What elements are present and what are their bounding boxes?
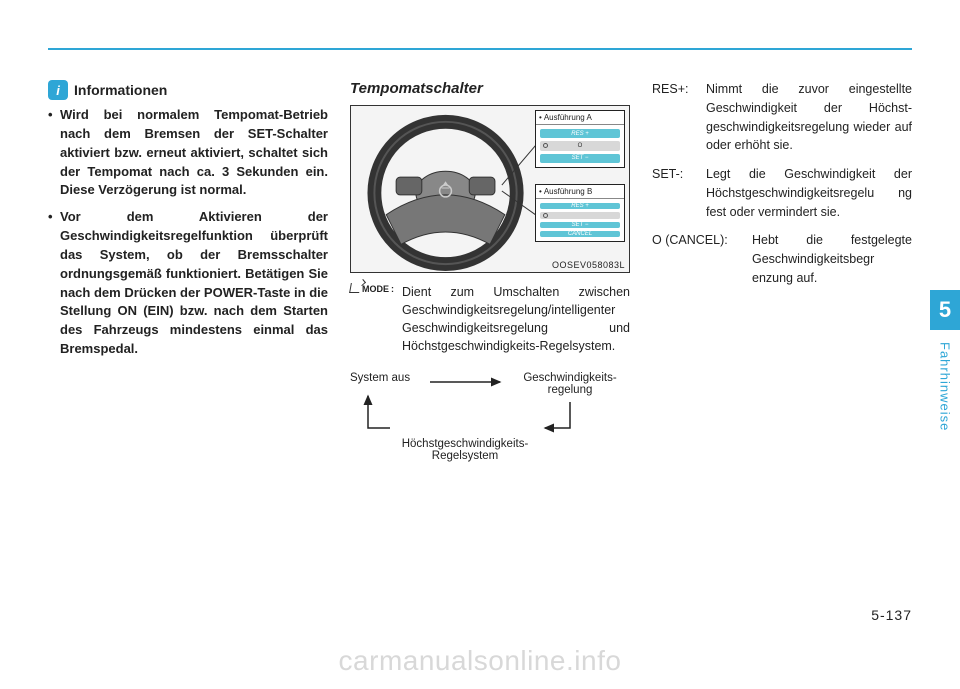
steering-wheel-figure: • Ausführung A RES + O SET − • Ausführun… (350, 105, 630, 273)
chapter-number: 5 (930, 290, 960, 330)
info-title: Informationen (74, 82, 167, 98)
callout-a: • Ausführung A RES + O SET − (535, 110, 625, 168)
set-minus-button: SET − (540, 154, 620, 163)
def-body: Nimmt die zuvor eingestellte Geschwindig… (706, 80, 912, 155)
mid-button: O (540, 141, 620, 150)
mode-label: MODE (362, 283, 389, 296)
page-number: 5-137 (871, 607, 912, 623)
def-term: O (CANCEL): (652, 231, 752, 287)
section-name: Fahrhinweise (938, 342, 953, 431)
mode-text: Dient zum Umschalten zwischen Geschwindi… (402, 283, 630, 356)
bullet-marker: • (48, 208, 60, 359)
column-3: RES+: Nimmt die zuvor eingestellte Gesch… (652, 32, 912, 470)
cancel-button: CANCEL (540, 231, 620, 237)
info-bullet-text: Vor dem Aktivieren der Geschwindigkeitsr… (60, 208, 328, 359)
def-term: SET-: (652, 165, 706, 221)
flow-node-cruise: Geschwindigkeits­regelung (510, 372, 630, 396)
mode-description: MODE: Dient zum Umschalten zwischen Gesc… (350, 283, 630, 356)
figure-code: OOSEV058083L (552, 260, 625, 270)
callout-a-label: • Ausführung A (536, 111, 624, 125)
res-plus-button: RES + (540, 203, 620, 209)
mode-flow-diagram: System aus Geschwindigkeits­regelung Höc… (350, 370, 630, 470)
page-content: i Informationen • Wird bei normalem Temp… (0, 0, 960, 470)
set-minus-button: SET − (540, 222, 620, 228)
info-heading: i Informationen (48, 80, 328, 100)
column-1: i Informationen • Wird bei normalem Temp… (48, 32, 328, 470)
info-bullet: • Wird bei normalem Tempomat-Betrieb nac… (48, 106, 328, 200)
info-bullet-text: Wird bei normalem Tempomat-Betrieb nach … (60, 106, 328, 200)
callout-b-panel: RES + SET − CANCEL (536, 199, 624, 241)
def-body: Hebt die festgelegte Geschwindigkeitsbeg… (752, 231, 912, 287)
column-2: Tempomatschalter • Ausführung A RES + O (350, 32, 630, 470)
callout-b-text: Ausführung B (544, 187, 592, 196)
info-bullet: • Vor dem Aktivieren der Geschwindigkeit… (48, 208, 328, 359)
definition-set: SET-: Legt die Geschwindigkeit der Höchs… (652, 165, 912, 221)
flow-node-limiter: Höchstgeschwindig­keits-Regelsystem (390, 438, 540, 462)
mode-icon: MODE: (350, 283, 394, 356)
callout-a-text: Ausführung A (544, 113, 592, 122)
res-plus-button: RES + (540, 129, 620, 138)
callout-b: • Ausführung B RES + SET − CANCEL (535, 184, 625, 242)
bullet-marker: • (48, 106, 60, 200)
section-title: Tempomatschalter (350, 80, 630, 97)
def-body: Legt die Geschwindigkeit der Höchstgesch… (706, 165, 912, 221)
definition-res: RES+: Nimmt die zuvor eingestellte Gesch… (652, 80, 912, 155)
definition-cancel: O (CANCEL): Hebt die festgelegte Geschwi… (652, 231, 912, 287)
mid-button (540, 212, 620, 218)
watermark: carmanualsonline.info (0, 645, 960, 677)
flow-node-off: System aus (350, 372, 410, 384)
callout-b-label: • Ausführung B (536, 185, 624, 199)
side-tab: 5 Fahrhinweise (930, 290, 960, 431)
callout-a-panel: RES + O SET − (536, 125, 624, 167)
info-icon: i (48, 80, 68, 100)
def-term: RES+: (652, 80, 706, 155)
